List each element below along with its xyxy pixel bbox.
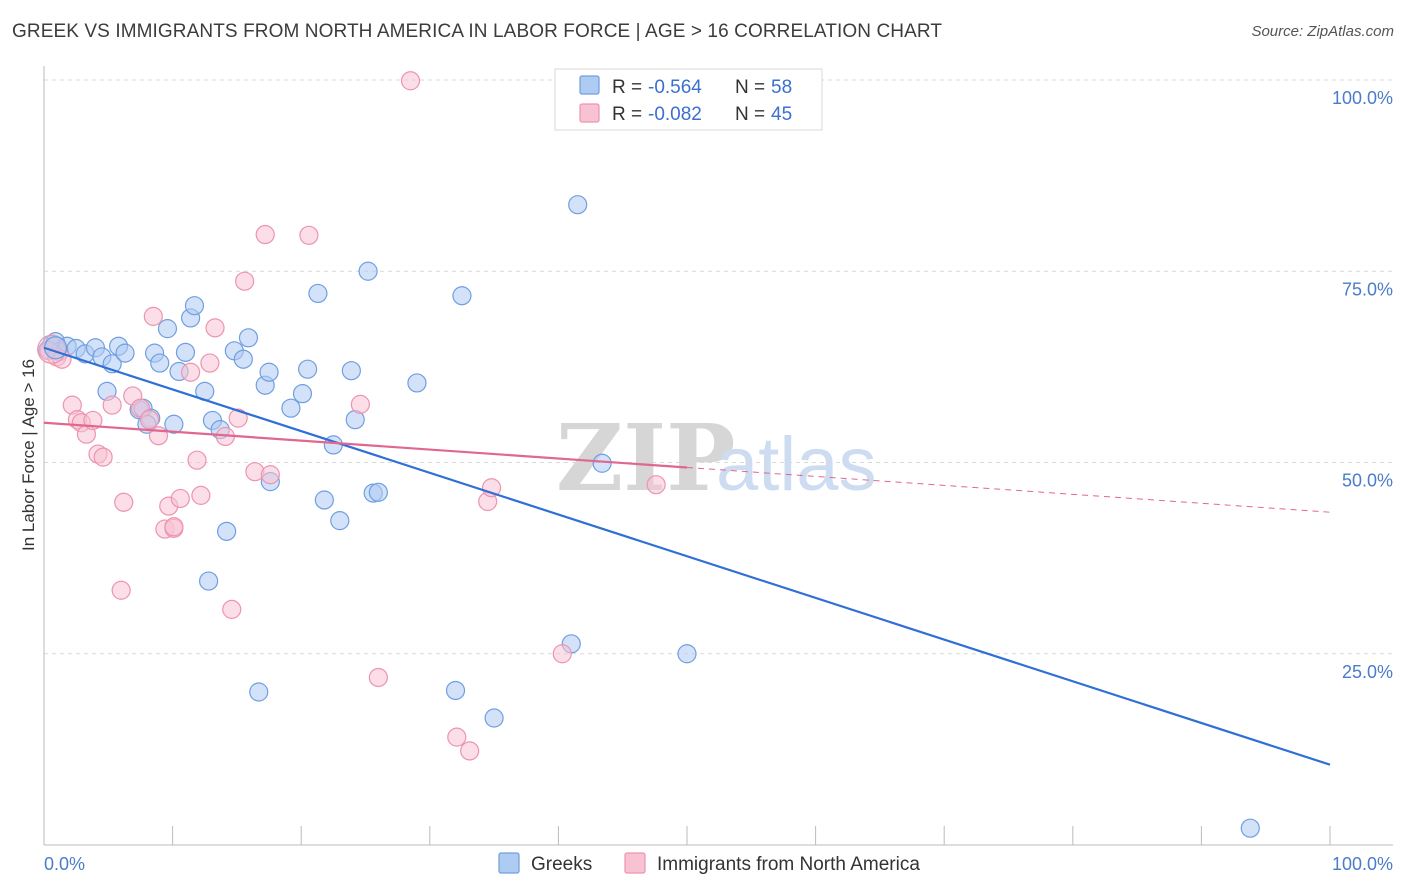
- immigrants-point: [255, 224, 275, 245]
- greeks-point: [452, 286, 472, 306]
- greeks-point: [298, 359, 318, 379]
- greeks-point: [677, 644, 697, 664]
- legend-swatch-immigrants: [624, 852, 646, 874]
- greeks-point: [199, 571, 219, 591]
- stats-r-label-1: R =: [612, 77, 642, 98]
- y-tick-label: 100.0%: [1332, 88, 1393, 108]
- chart-source: Source: ZipAtlas.com: [1251, 23, 1394, 40]
- greeks-point: [238, 328, 259, 348]
- immigrants-point: [181, 362, 201, 382]
- legend-label-greeks: Greeks: [531, 854, 592, 875]
- greeks-point: [281, 398, 301, 418]
- greeks-point: [308, 283, 328, 304]
- stats-r-label-2: R =: [612, 104, 642, 125]
- greeks-point: [115, 343, 135, 363]
- greeks-point: [184, 296, 205, 316]
- greeks-point: [592, 453, 612, 473]
- immigrants-point: [205, 318, 225, 338]
- greeks-point: [292, 384, 313, 404]
- stats-swatch-greeks: [579, 75, 600, 95]
- greeks-point: [341, 361, 361, 381]
- immigrants-point: [191, 485, 211, 505]
- immigrants-point: [164, 517, 184, 537]
- greeks-point: [484, 708, 504, 728]
- greeks-point: [330, 511, 350, 531]
- y-tick-label: 50.0%: [1342, 471, 1393, 491]
- greeks-point: [259, 362, 279, 382]
- greeks-point: [445, 680, 466, 701]
- x-tick-label-max: 100.0%: [1332, 854, 1393, 874]
- legend: Greeks Immigrants from North America: [498, 852, 920, 875]
- immigrants-point: [447, 727, 467, 747]
- points-layer: [37, 71, 1260, 838]
- stats-r-value-2: -0.082: [648, 104, 702, 125]
- stats-r-value-1: -0.564: [648, 77, 702, 98]
- immigrants-point: [93, 447, 113, 467]
- immigrants-point: [235, 271, 255, 291]
- immigrants-point: [114, 492, 134, 512]
- stats-swatch-immigrants: [579, 103, 600, 123]
- greeks-point: [568, 195, 588, 215]
- y-tick-label: 75.0%: [1342, 279, 1393, 299]
- trend-layer: [43, 346, 1331, 766]
- immigrants-point: [102, 395, 122, 415]
- stats-n-value-2: 45: [771, 104, 792, 125]
- watermark-zip: ZIP: [556, 404, 735, 512]
- stats-n-label-1: N =: [735, 77, 765, 98]
- greeks-trend-line: [43, 346, 1331, 766]
- axis-layer: 25.0% 50.0% 75.0% 100.0%: [43, 66, 1393, 846]
- stats-n-value-1: 58: [771, 77, 792, 98]
- greeks-point: [249, 682, 269, 702]
- immigrants-point: [552, 644, 572, 664]
- immigrants-point: [460, 741, 480, 761]
- greeks-point: [164, 414, 184, 434]
- immigrants-point: [400, 71, 421, 91]
- watermark-atlas: atlas: [716, 422, 877, 507]
- greeks-point: [358, 261, 378, 281]
- chart-title: GREEK VS IMMIGRANTS FROM NORTH AMERICA I…: [12, 21, 943, 42]
- greeks-point: [157, 319, 178, 339]
- x-tick-label-min: 0.0%: [44, 854, 85, 874]
- immigrants-point: [646, 475, 666, 495]
- greeks-point: [1240, 818, 1260, 838]
- immigrants-point: [139, 410, 160, 430]
- immigrants-trend-line-extension: [686, 466, 1331, 513]
- watermark: ZIP atlas: [556, 404, 877, 512]
- greeks-point: [150, 353, 170, 373]
- immigrants-point: [222, 599, 242, 619]
- y-tick-label: 25.0%: [1342, 662, 1393, 682]
- y-axis-label: In Labor Force | Age > 16: [19, 359, 38, 551]
- greeks-point: [407, 373, 427, 393]
- immigrants-point: [200, 353, 220, 373]
- immigrants-trend-line: [43, 421, 688, 469]
- legend-swatch-greeks: [498, 852, 520, 874]
- immigrants-point: [143, 306, 163, 326]
- immigrants-point: [170, 488, 190, 509]
- greeks-point: [233, 349, 253, 369]
- immigrants-point: [299, 225, 319, 245]
- immigrants-point: [260, 465, 280, 485]
- greeks-point: [217, 521, 237, 541]
- legend-label-immigrants: Immigrants from North America: [657, 854, 920, 875]
- immigrants-point: [228, 408, 248, 428]
- immigrants-point: [111, 580, 131, 600]
- immigrants-point: [350, 394, 370, 414]
- greeks-point: [175, 342, 196, 362]
- immigrants-point: [368, 667, 388, 688]
- immigrants-point: [187, 450, 207, 470]
- immigrants-point: [245, 462, 265, 482]
- greeks-point: [368, 482, 388, 502]
- stats-n-label-2: N =: [735, 104, 765, 125]
- greeks-point: [314, 490, 334, 510]
- stats-box: R = -0.564 N = 58 R = -0.082 N = 45: [554, 68, 823, 131]
- greeks-point: [43, 336, 68, 360]
